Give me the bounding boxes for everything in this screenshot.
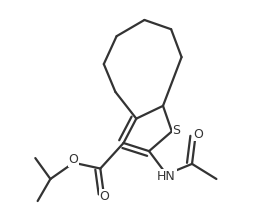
Text: O: O — [69, 153, 79, 166]
Text: O: O — [193, 128, 203, 141]
Text: HN: HN — [157, 170, 176, 183]
Text: S: S — [173, 124, 180, 137]
Text: O: O — [99, 190, 109, 203]
